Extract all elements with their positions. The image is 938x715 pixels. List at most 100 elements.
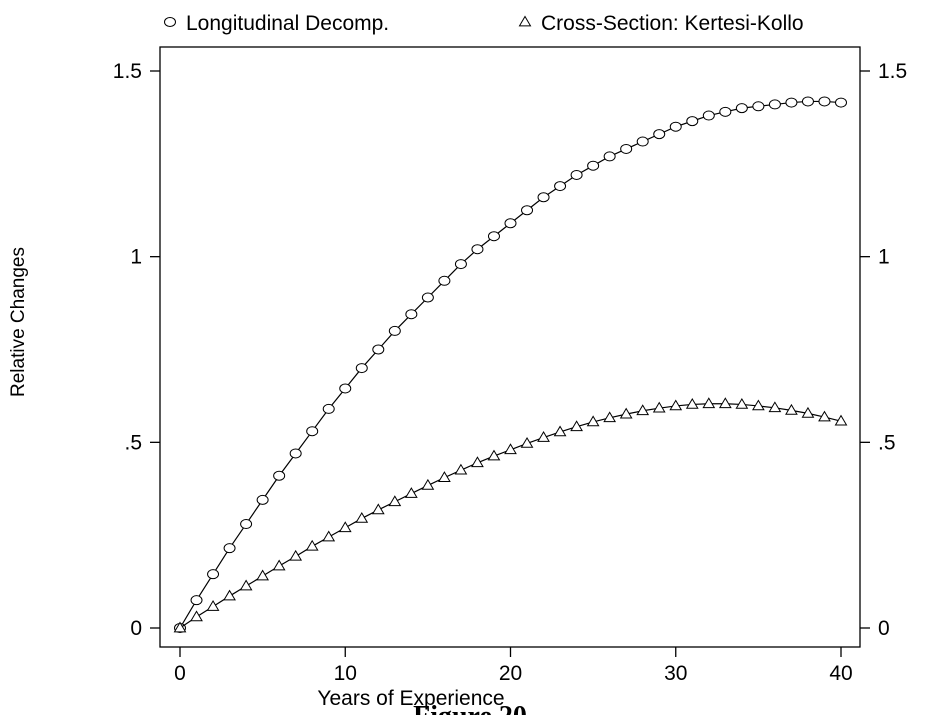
triangle-marker (537, 431, 550, 442)
circle-marker (768, 99, 781, 110)
triangle-marker (603, 411, 617, 423)
legend-label: Longitudinal Decomp. (186, 12, 389, 35)
series-line (179, 403, 842, 629)
circle-marker (487, 231, 500, 242)
triangle-marker (355, 511, 369, 523)
legend-label: Cross-Section: Kertesi-Kollo (541, 12, 804, 35)
triangle-marker (404, 487, 418, 498)
circle-marker (653, 129, 666, 140)
y-tick-label-right: 0 (878, 617, 890, 640)
circle-marker (289, 448, 302, 459)
x-axis-label: Years of Experience (317, 687, 504, 710)
y-tick-label: .5 (124, 431, 142, 454)
triangle-marker (438, 471, 451, 482)
circle-marker (240, 519, 253, 530)
triangle-marker (752, 399, 765, 411)
triangle-marker (190, 610, 203, 622)
y-tick-label: 1 (130, 246, 142, 269)
triangle-marker (801, 406, 815, 418)
triangle-marker (471, 456, 484, 468)
circle-marker (801, 96, 814, 107)
triangle-marker (768, 401, 782, 413)
y-axis-label: Relative Changes (8, 247, 29, 397)
y-tick-label-right: 1 (878, 246, 890, 269)
triangle-marker (652, 401, 666, 413)
circle-marker (669, 121, 682, 132)
triangle-marker (305, 539, 319, 551)
circle-marker (686, 116, 699, 127)
triangle-marker (371, 503, 385, 515)
triangle-marker (586, 415, 600, 427)
circle-marker (355, 363, 368, 374)
triangle-marker (636, 404, 650, 416)
x-tick-label: 10 (334, 662, 357, 685)
x-tick-label: 0 (174, 662, 186, 685)
circle-marker (190, 595, 203, 606)
y-tick-label-right: 1.5 (878, 60, 907, 83)
circle-marker (306, 426, 319, 437)
circle-marker (504, 218, 517, 229)
circle-marker (636, 136, 649, 147)
triangle-marker (322, 530, 336, 542)
circle-marker (388, 325, 401, 336)
triangle-marker (520, 436, 534, 448)
circle-marker (735, 103, 748, 114)
triangle-marker (518, 15, 532, 27)
figure-title: Figure 20 (413, 701, 527, 715)
circle-marker (752, 101, 765, 112)
y-tick-label: 1.5 (113, 60, 142, 83)
circle-marker (835, 97, 847, 108)
circle-marker (785, 97, 798, 108)
circle-marker (554, 181, 567, 192)
circle-marker (537, 192, 550, 203)
triangle-marker (388, 495, 402, 507)
triangle-marker (619, 407, 633, 419)
circle-marker (471, 244, 484, 255)
circle-marker (603, 151, 616, 162)
x-tick-label: 30 (664, 662, 687, 685)
x-tick-label: 40 (829, 662, 852, 685)
triangle-marker (570, 420, 583, 432)
circle-marker (570, 169, 583, 180)
triangle-marker (487, 449, 501, 461)
triangle-marker (338, 521, 352, 533)
triangle-marker (735, 397, 749, 409)
circle-marker (322, 403, 335, 414)
circle-marker (421, 292, 434, 303)
circle-marker (223, 543, 236, 554)
triangle-marker (553, 425, 567, 437)
triangle-marker (289, 549, 303, 561)
triangle-marker (785, 403, 798, 415)
triangle-marker (718, 397, 732, 409)
triangle-marker (256, 569, 269, 581)
circle-marker (438, 275, 451, 286)
x-tick-label: 20 (499, 662, 522, 685)
triangle-marker (272, 559, 286, 571)
triangle-marker (421, 478, 435, 490)
circle-marker (818, 96, 831, 107)
circle-marker (587, 160, 600, 171)
triangle-marker (702, 397, 716, 409)
circle-marker (454, 259, 467, 270)
circle-marker (372, 344, 385, 355)
triangle-marker (454, 463, 468, 475)
circle-marker (405, 309, 418, 320)
triangle-marker (504, 443, 517, 455)
triangle-marker (223, 589, 236, 601)
triangle-marker (669, 399, 683, 411)
plot-frame (159, 46, 861, 648)
series-line (179, 100, 842, 629)
circle-marker (164, 17, 176, 27)
triangle-marker (206, 599, 220, 611)
circle-marker (339, 383, 352, 394)
circle-marker (620, 143, 633, 154)
y-tick-label: 0 (130, 617, 142, 640)
circle-marker (273, 470, 286, 481)
triangle-marker (239, 579, 253, 591)
triangle-marker (834, 414, 848, 426)
triangle-marker (173, 621, 187, 633)
y-tick-label-right: .5 (878, 431, 896, 454)
triangle-marker (685, 397, 699, 409)
circle-marker (256, 494, 269, 505)
